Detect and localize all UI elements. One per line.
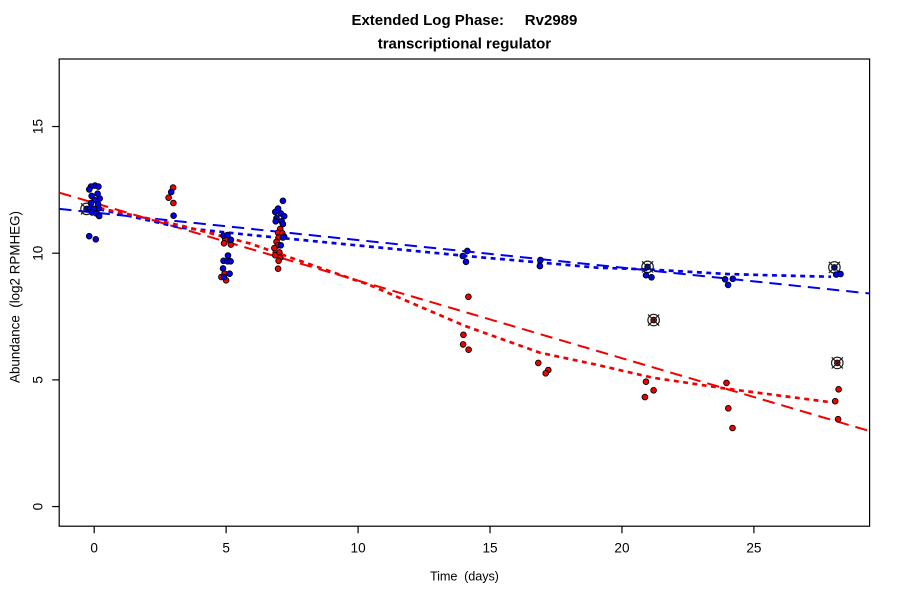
y-axis-label: Abundance (log2 RPMHEG) [8, 211, 23, 383]
data-point-blue [724, 281, 732, 289]
red-dashed-fit-line [58, 191, 870, 433]
chart-subtitle: transcriptional regulator [378, 36, 552, 53]
data-point-blue [224, 231, 231, 239]
data-point-red [650, 386, 657, 394]
data-point-red [642, 378, 650, 386]
data-point-blue [92, 235, 100, 243]
x-tick-label: 5 [222, 541, 230, 556]
data-point-red [542, 369, 550, 377]
data-point-blue [536, 262, 544, 270]
blue-dotted-fit-curve [89, 205, 832, 279]
flag-circle-icon [830, 356, 844, 370]
y-tick-label: 10 [31, 245, 46, 261]
data-point-blue [280, 212, 288, 220]
data-point-blue [85, 232, 93, 240]
data-point-blue [277, 241, 285, 249]
flag-circle-icon [647, 313, 660, 327]
red-dotted-fit-curve [89, 204, 833, 404]
data-point-red [220, 239, 228, 247]
data-point-blue [729, 275, 737, 283]
data-point-blue [279, 220, 287, 228]
y-tick-label: 5 [31, 376, 46, 384]
trend-lines [58, 191, 870, 433]
chart-title: Extended Log Phase: Rv2989 [351, 12, 577, 29]
x-tick-label: 0 [90, 541, 98, 556]
data-point-red [835, 385, 842, 393]
data-point-red [723, 379, 730, 387]
data-point-blue [837, 270, 844, 278]
data-point-blue [95, 183, 102, 190]
flagged-point-marker [641, 260, 654, 274]
data-points [85, 182, 844, 432]
x-axis-label: Time (days) [430, 570, 499, 584]
data-point-red [834, 415, 842, 423]
data-point-blue [279, 234, 287, 241]
data-point-blue [462, 258, 470, 266]
flagged-point-marker [647, 313, 660, 327]
plot-box [58, 58, 871, 527]
y-tick-label: 0 [31, 502, 46, 510]
data-point-red [725, 404, 732, 412]
flagged-point-marker [828, 261, 841, 274]
data-point-blue [721, 275, 729, 283]
data-point-blue [219, 265, 227, 272]
data-point-blue [648, 273, 655, 281]
data-point-red [535, 359, 542, 367]
data-point-blue [220, 273, 228, 281]
data-point-red [275, 257, 282, 265]
data-point-red [459, 341, 467, 348]
data-point-red [165, 194, 172, 201]
data-point-red [274, 265, 282, 273]
data-point-red [170, 199, 177, 207]
data-point-blue [87, 199, 95, 207]
x-tick-label: 20 [614, 541, 630, 556]
flagged-point-marker [830, 356, 844, 370]
data-point-red [831, 397, 839, 405]
data-point-blue [226, 270, 233, 278]
data-point-blue [459, 252, 467, 260]
data-point-blue [85, 186, 93, 193]
data-point-blue [642, 271, 650, 279]
data-point-red [460, 331, 467, 339]
x-tick-label: 15 [482, 541, 497, 556]
data-point-blue [224, 252, 232, 259]
data-point-red [465, 346, 472, 354]
x-tick-label: 10 [351, 541, 367, 556]
data-point-blue [227, 257, 234, 265]
data-point-red [271, 244, 278, 252]
data-point-blue [279, 197, 287, 205]
data-point-red [641, 393, 649, 401]
x-tick-label: 25 [746, 541, 761, 556]
data-point-blue [272, 217, 280, 225]
data-point-red [465, 293, 472, 301]
data-point-blue [537, 256, 544, 264]
data-point-blue [167, 188, 175, 196]
data-point-blue [170, 212, 177, 219]
data-point-blue [95, 212, 103, 220]
data-point-blue [227, 236, 235, 244]
y-tick-label: 15 [31, 119, 46, 134]
data-point-red [729, 424, 736, 432]
data-point-blue [271, 208, 279, 216]
data-point-blue [463, 247, 471, 255]
